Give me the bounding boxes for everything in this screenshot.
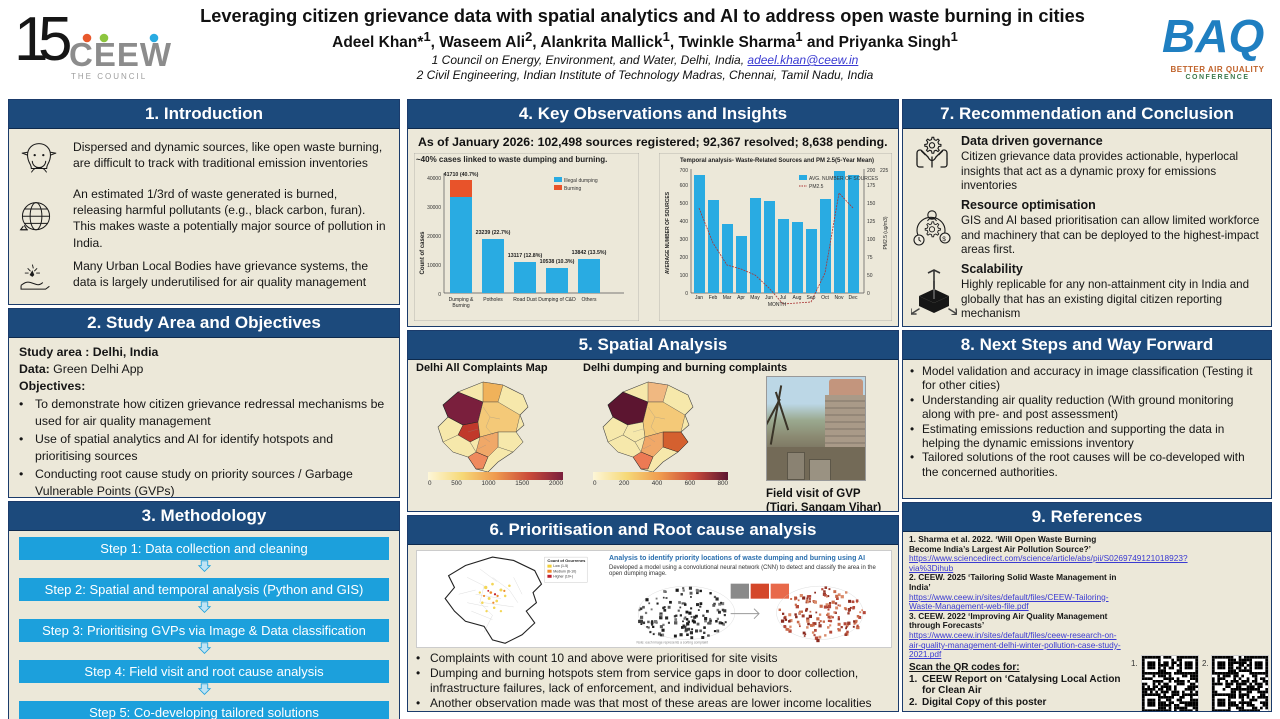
svg-text:Note: each image represents a: Note: each image represents a sorting co…: [637, 641, 709, 645]
svg-text:CEEW: CEEW: [69, 36, 172, 73]
svg-text:10538 (10.3%): 10538 (10.3%): [540, 259, 575, 265]
svg-text:THE COUNCIL: THE COUNCIL: [71, 72, 147, 81]
svg-text:$: $: [942, 236, 946, 243]
svg-text:PM2.5 (ug/m3): PM2.5 (ug/m3): [883, 216, 889, 249]
svg-text:Temporal analysis- Waste-Relat: Temporal analysis- Waste-Related Sources…: [680, 158, 874, 164]
svg-text:400: 400: [680, 219, 689, 225]
svg-text:300: 300: [680, 237, 689, 243]
svg-text:125: 125: [867, 219, 876, 225]
svg-text:13842 (13.5%): 13842 (13.5%): [572, 250, 607, 256]
svg-text:Feb: Feb: [709, 295, 718, 301]
svg-text:0: 0: [867, 291, 870, 297]
svg-text:13117 (12.8%): 13117 (12.8%): [508, 253, 543, 259]
svg-text:AVG. NUMBER OF SOURCES: AVG. NUMBER OF SOURCES: [809, 176, 879, 182]
svg-text:500: 500: [680, 201, 689, 207]
svg-text:Others: Others: [581, 297, 597, 303]
svg-text:0: 0: [685, 291, 688, 297]
svg-text:700: 700: [680, 168, 689, 174]
svg-text:~40% cases linked to waste dum: ~40% cases linked to waste dumping and b…: [416, 155, 607, 164]
svg-text:225: 225: [880, 168, 889, 174]
svg-text:10000: 10000: [427, 263, 441, 269]
svg-text:20000: 20000: [427, 234, 441, 240]
svg-text:Road Dust: Road Dust: [513, 297, 537, 303]
svg-text:Jul: Jul: [780, 295, 786, 301]
svg-text:40000: 40000: [427, 176, 441, 182]
svg-text:AVERAGE NUMBER OF SOURCES: AVERAGE NUMBER OF SOURCES: [665, 191, 671, 274]
svg-text:Potholes: Potholes: [483, 297, 503, 303]
svg-text:30000: 30000: [427, 205, 441, 211]
svg-text:Mar: Mar: [723, 295, 732, 301]
svg-text:Aug: Aug: [793, 295, 802, 301]
svg-text:Dec: Dec: [849, 295, 858, 301]
svg-text:100: 100: [867, 237, 876, 243]
svg-text:175: 175: [867, 183, 876, 189]
svg-text:Burning: Burning: [452, 303, 469, 309]
svg-text:PM2.5: PM2.5: [809, 184, 824, 190]
svg-text:Count of Ocurrenes: Count of Ocurrenes: [547, 558, 586, 563]
svg-text:150: 150: [867, 201, 876, 207]
svg-text:Higher (10+): Higher (10+): [553, 574, 573, 578]
svg-text:Oct: Oct: [821, 295, 829, 301]
svg-text:23239 (22.7%): 23239 (22.7%): [476, 230, 511, 236]
svg-text:Jan: Jan: [695, 295, 703, 301]
svg-text:Jun: Jun: [765, 295, 773, 301]
svg-text:Dumping of C&D: Dumping of C&D: [538, 297, 576, 303]
svg-text:BAQ: BAQ: [1162, 10, 1264, 62]
svg-text:0: 0: [438, 292, 441, 298]
svg-text:41710 (40.7%): 41710 (40.7%): [444, 172, 479, 178]
svg-text:75: 75: [867, 255, 873, 261]
svg-text:Sep: Sep: [807, 295, 816, 301]
svg-text:Burning: Burning: [564, 186, 581, 192]
svg-text:Count of cases: Count of cases: [420, 231, 426, 275]
svg-text:Apr: Apr: [737, 295, 745, 301]
svg-text:Nov: Nov: [835, 295, 844, 301]
svg-text:MONTH: MONTH: [768, 302, 787, 308]
svg-text:Illegal dumping: Illegal dumping: [564, 178, 598, 184]
svg-text:200: 200: [680, 255, 689, 261]
svg-text:200: 200: [867, 168, 876, 174]
svg-text:Medium (6-10): Medium (6-10): [553, 569, 576, 573]
svg-text:May: May: [750, 295, 760, 301]
svg-text:100: 100: [680, 273, 689, 279]
svg-text:5: 5: [38, 8, 72, 74]
svg-text:50: 50: [867, 273, 873, 279]
svg-text:600: 600: [680, 183, 689, 189]
svg-text:Low (1-5): Low (1-5): [553, 564, 568, 568]
